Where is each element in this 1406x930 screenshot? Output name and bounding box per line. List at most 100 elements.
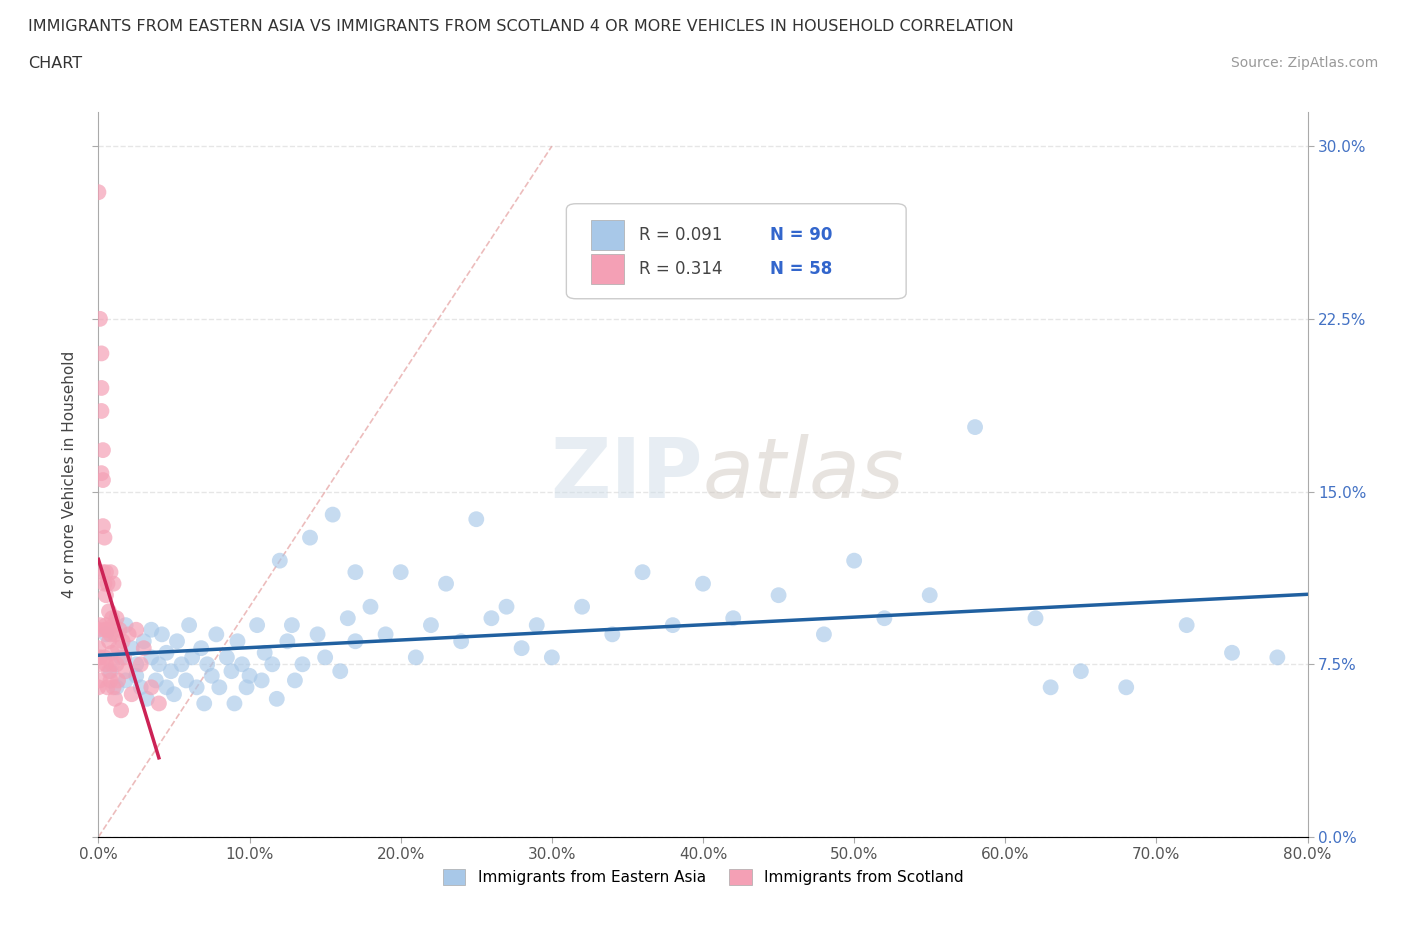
Point bbox=[98, 604, 121, 618]
Point bbox=[322, 507, 344, 522]
Point bbox=[166, 634, 188, 649]
Point bbox=[281, 618, 304, 632]
Point bbox=[235, 680, 257, 695]
Point bbox=[103, 680, 125, 695]
Point bbox=[87, 641, 110, 656]
Point bbox=[314, 650, 336, 665]
Point bbox=[481, 611, 503, 626]
Point bbox=[540, 650, 562, 665]
Point bbox=[107, 641, 129, 656]
Point bbox=[844, 553, 866, 568]
Point bbox=[105, 611, 128, 626]
Point bbox=[221, 664, 243, 679]
Point bbox=[93, 530, 115, 545]
Point bbox=[93, 577, 115, 591]
Point bbox=[170, 657, 193, 671]
Point bbox=[155, 680, 177, 695]
Point bbox=[132, 641, 155, 656]
Point bbox=[405, 650, 427, 665]
Point bbox=[100, 673, 122, 688]
Point bbox=[1267, 650, 1289, 665]
Point bbox=[148, 657, 170, 671]
Point bbox=[174, 673, 197, 688]
Text: R = 0.314: R = 0.314 bbox=[638, 260, 723, 278]
Point bbox=[91, 519, 114, 534]
Point bbox=[163, 686, 186, 701]
Point bbox=[208, 680, 231, 695]
Point bbox=[1175, 618, 1198, 632]
Point bbox=[100, 565, 122, 579]
Point bbox=[89, 312, 111, 326]
Point bbox=[239, 669, 262, 684]
Point bbox=[190, 641, 212, 656]
Point bbox=[114, 673, 136, 688]
Point bbox=[262, 657, 284, 671]
Point bbox=[631, 565, 654, 579]
Point bbox=[434, 577, 457, 591]
Point bbox=[91, 472, 114, 487]
FancyBboxPatch shape bbox=[567, 204, 905, 299]
Point bbox=[226, 634, 249, 649]
Point bbox=[329, 664, 352, 679]
Point bbox=[107, 673, 129, 688]
Y-axis label: 4 or more Vehicles in Household: 4 or more Vehicles in Household bbox=[62, 351, 77, 598]
Point bbox=[205, 627, 228, 642]
Point bbox=[129, 657, 152, 671]
Point bbox=[132, 634, 155, 649]
Text: ZIP: ZIP bbox=[551, 433, 703, 515]
Point bbox=[100, 664, 122, 679]
Point bbox=[276, 634, 298, 649]
Point bbox=[90, 466, 112, 481]
Point bbox=[94, 618, 117, 632]
Point bbox=[195, 657, 218, 671]
Text: R = 0.091: R = 0.091 bbox=[638, 226, 723, 244]
Point bbox=[105, 657, 128, 671]
Point bbox=[93, 650, 115, 665]
Point bbox=[125, 622, 148, 637]
Point bbox=[723, 611, 745, 626]
Point bbox=[89, 650, 111, 665]
FancyBboxPatch shape bbox=[591, 219, 624, 250]
Point bbox=[89, 673, 111, 688]
Point bbox=[91, 443, 114, 458]
Point bbox=[94, 627, 117, 642]
Point bbox=[336, 611, 359, 626]
Point bbox=[215, 650, 238, 665]
Point bbox=[873, 611, 896, 626]
Point bbox=[269, 553, 291, 568]
Point bbox=[101, 611, 124, 626]
Point bbox=[114, 618, 136, 632]
Point bbox=[602, 627, 624, 642]
Point bbox=[118, 627, 141, 642]
Point bbox=[87, 657, 110, 671]
Point bbox=[125, 657, 148, 671]
Point bbox=[93, 622, 115, 637]
Point bbox=[1024, 611, 1046, 626]
Point bbox=[94, 657, 117, 671]
Point bbox=[104, 627, 127, 642]
Point bbox=[101, 645, 124, 660]
Point bbox=[104, 691, 127, 706]
Point bbox=[918, 588, 941, 603]
Point bbox=[181, 650, 204, 665]
Text: atlas: atlas bbox=[703, 433, 904, 515]
Point bbox=[110, 650, 132, 665]
Point bbox=[87, 680, 110, 695]
Point bbox=[105, 680, 128, 695]
Point bbox=[465, 512, 488, 526]
Point bbox=[692, 577, 714, 591]
Point bbox=[360, 599, 382, 614]
Point bbox=[193, 696, 215, 711]
Point bbox=[141, 650, 163, 665]
Point bbox=[121, 641, 143, 656]
Point bbox=[145, 673, 167, 688]
Point bbox=[110, 703, 132, 718]
Point bbox=[112, 650, 135, 665]
Point bbox=[495, 599, 517, 614]
Point bbox=[284, 673, 307, 688]
Point bbox=[1115, 680, 1137, 695]
Point bbox=[103, 577, 125, 591]
Point bbox=[89, 618, 111, 632]
Point bbox=[101, 657, 124, 671]
Point bbox=[155, 645, 177, 660]
